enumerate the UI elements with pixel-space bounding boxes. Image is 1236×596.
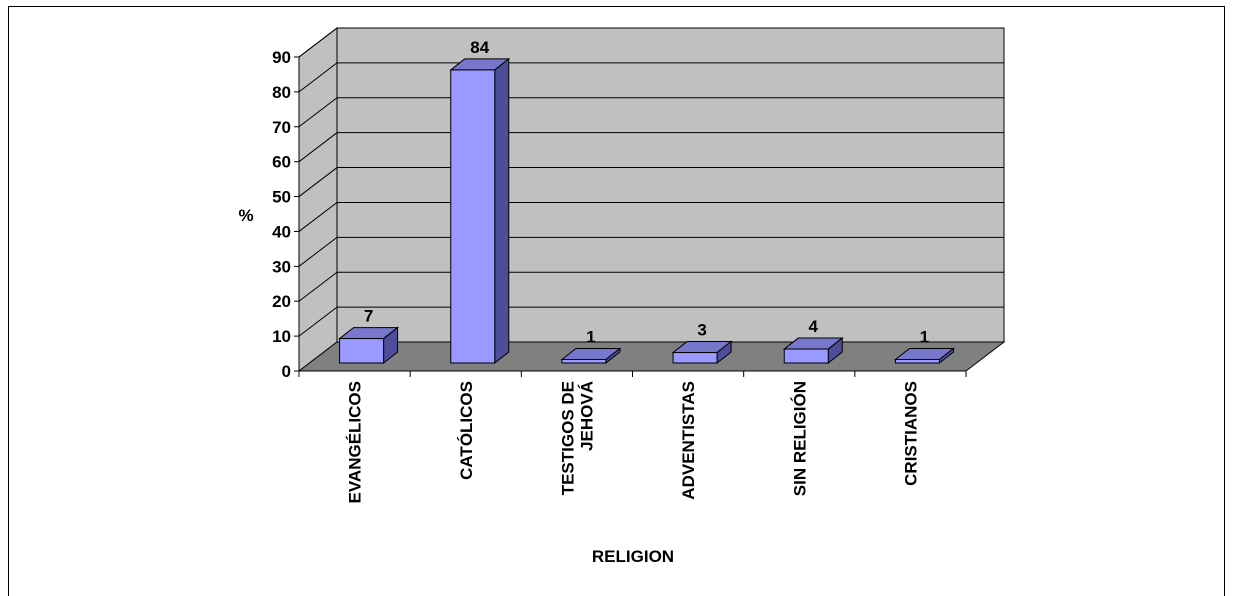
bars (338, 57, 955, 365)
y-tick-label: 70 (272, 118, 291, 137)
side-wall (298, 26, 338, 373)
y-tick-label: 40 (272, 222, 291, 241)
axes (294, 56, 967, 377)
y-tick-labels: 0 10 20 30 40 50 60 70 80 90 (272, 48, 291, 381)
data-label: 4 (809, 317, 819, 336)
data-label: 1 (920, 328, 929, 347)
y-tick-label: 60 (272, 153, 291, 172)
bar-side (494, 57, 510, 365)
data-label: 1 (586, 328, 595, 347)
bar-front (450, 69, 496, 364)
y-tick-label: 20 (272, 292, 291, 311)
gridline (298, 271, 1004, 302)
bar-front (561, 359, 607, 364)
floor (297, 341, 1006, 372)
bar-front (672, 352, 718, 364)
y-tick-label: 10 (272, 327, 291, 346)
gridline (298, 167, 1004, 197)
y-tick-label: 90 (272, 48, 291, 67)
bar (560, 347, 622, 365)
gridlines (298, 27, 1004, 337)
x-tick-label: CATÓLICOS (457, 381, 476, 480)
chart-walls (297, 26, 1006, 373)
bar (449, 57, 511, 365)
x-tick-label: EVANGÉLICOS (346, 381, 365, 503)
y-tick-label: 30 (272, 257, 291, 276)
data-label: 3 (697, 321, 706, 340)
bar-front (783, 348, 829, 364)
x-tick-label: CRISTIANOS (901, 381, 920, 486)
gridline (298, 62, 1004, 93)
x-axis-label: RELIGION (592, 547, 674, 566)
bar-front (339, 338, 385, 364)
y-tick-label: 50 (272, 188, 291, 207)
back-wall (336, 27, 1005, 343)
gridline (298, 132, 1004, 163)
gridline (298, 201, 1004, 232)
x-tick-label: TESTIGOS DE (558, 381, 577, 495)
x-tick-labels: EVANGÉLICOS CATÓLICOS TESTIGOS DE JEHOVÁ ADV… (346, 381, 921, 503)
gridline (298, 97, 1004, 128)
gridline (298, 236, 1004, 267)
gridline (298, 306, 1004, 337)
y-tick-label: 0 (282, 362, 291, 381)
x-tick-label: SIN RELIGIÓN (790, 381, 809, 496)
data-labels: 7 84 1 3 4 1 (364, 38, 929, 347)
y-axis-label: % (238, 206, 253, 225)
bar (782, 337, 844, 365)
bar-front (894, 359, 940, 364)
bar (671, 340, 733, 365)
bar (338, 326, 400, 365)
data-label: 7 (364, 307, 373, 326)
bar (893, 347, 955, 365)
x-tick-label: JEHOVÁ (577, 381, 596, 451)
gridline (298, 27, 1004, 58)
x-tick-label: ADVENTISTAS (679, 381, 698, 500)
data-label: 84 (470, 38, 489, 57)
y-tick-label: 80 (272, 83, 291, 102)
